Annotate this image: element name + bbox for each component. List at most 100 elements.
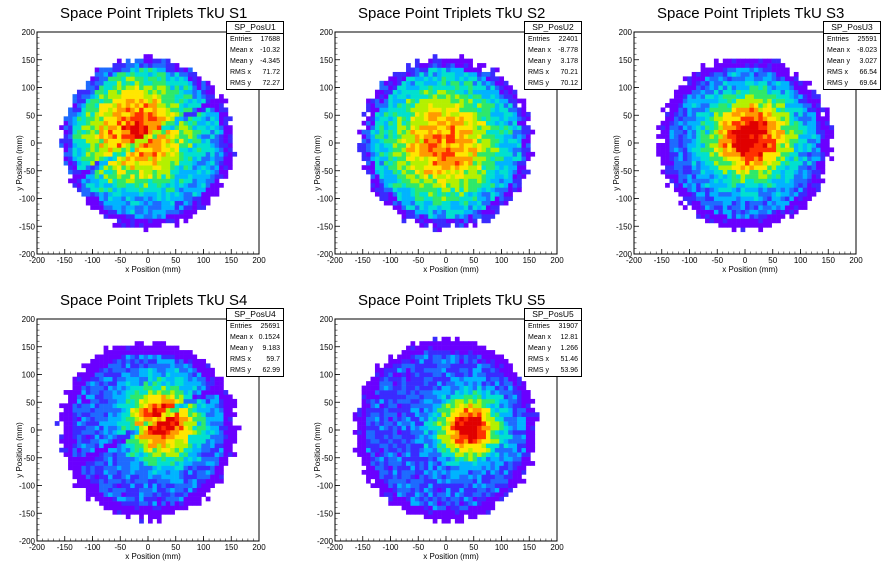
heatmap-cell — [174, 385, 180, 391]
heatmap-cell — [428, 187, 433, 193]
heatmap-cell — [767, 63, 772, 68]
heatmap-cell — [397, 191, 402, 197]
heatmap-cell — [374, 129, 380, 135]
heatmap-cell — [437, 67, 442, 73]
heatmap-cell — [731, 200, 737, 206]
heatmap-cell — [139, 416, 144, 422]
heatmap-cell — [481, 174, 487, 179]
heatmap-cell — [441, 129, 447, 135]
heatmap-cell — [423, 125, 429, 130]
heatmap-cell — [437, 98, 442, 104]
heatmap-cell — [793, 120, 799, 126]
heatmap-cell — [525, 134, 531, 139]
heatmap-cell — [134, 465, 140, 471]
heatmap-cell — [134, 134, 140, 139]
heatmap-cell — [807, 169, 812, 175]
heatmap-cell — [170, 143, 175, 148]
heatmap-cell — [446, 67, 451, 73]
heatmap-cell — [179, 182, 184, 188]
heatmap-cell — [517, 160, 522, 166]
heatmap-cell — [112, 187, 118, 193]
heatmap-cell — [174, 394, 180, 400]
heatmap-cell — [192, 501, 198, 506]
heatmap-cell — [379, 147, 385, 153]
heatmap-cell — [148, 465, 153, 471]
heatmap-cell — [165, 376, 171, 382]
heatmap-cell — [143, 438, 149, 444]
heatmap-cell — [428, 76, 433, 82]
heatmap-cell — [423, 98, 429, 104]
heatmap-cell — [134, 94, 140, 99]
heatmap-cell — [165, 200, 171, 206]
heatmap-cell — [76, 372, 82, 378]
heatmap-cell — [432, 71, 438, 77]
heatmap-cell — [94, 430, 100, 435]
x-tick-label: -100 — [681, 256, 698, 265]
heatmap-cell — [784, 138, 790, 144]
heatmap-cell — [134, 187, 140, 193]
x-tick-label: 100 — [794, 256, 808, 265]
heatmap-cell — [388, 125, 394, 130]
y-tick-label: 50 — [623, 111, 632, 120]
heatmap-cell — [789, 169, 795, 175]
heatmap-cell — [125, 452, 131, 457]
heatmap-cell — [477, 94, 482, 99]
heatmap-cell — [705, 116, 710, 122]
heatmap-cell — [161, 111, 167, 117]
heatmap-cell — [85, 447, 91, 453]
heatmap-cell — [223, 125, 229, 130]
heatmap-cell — [161, 434, 167, 440]
heatmap-cell — [432, 138, 438, 144]
heatmap-cell — [780, 196, 786, 202]
heatmap-cell — [143, 125, 149, 130]
heatmap-cell — [718, 178, 724, 184]
heatmap-cell — [798, 89, 804, 95]
heatmap-cell — [446, 156, 451, 162]
heatmap-cell — [76, 390, 82, 395]
heatmap-cell — [63, 120, 69, 126]
heatmap-cell — [134, 501, 140, 506]
heatmap-cell — [165, 438, 171, 444]
heatmap-cell — [374, 143, 380, 148]
heatmap-cell — [450, 125, 456, 130]
heatmap-cell — [700, 187, 706, 193]
heatmap-cell — [705, 196, 710, 202]
heatmap-cell — [214, 187, 220, 193]
heatmap-cell — [780, 147, 786, 153]
heatmap-cell — [406, 103, 411, 108]
heatmap-cell — [713, 111, 719, 117]
heatmap-cell — [205, 196, 211, 202]
heatmap-cell — [713, 94, 719, 99]
heatmap-cell — [780, 89, 786, 95]
heatmap-cell — [108, 116, 113, 122]
heatmap-cell — [125, 505, 131, 511]
heatmap-cell — [383, 174, 389, 179]
heatmap-cell — [740, 174, 746, 179]
heatmap-cell — [165, 403, 171, 409]
heatmap-cell — [811, 138, 817, 144]
heatmap-cell — [673, 156, 679, 162]
heatmap-cell — [192, 98, 198, 104]
heatmap-cell — [454, 169, 460, 175]
heatmap-cell — [665, 116, 670, 122]
heatmap-cell — [68, 456, 73, 462]
heatmap-cell — [214, 98, 220, 104]
heatmap-cell — [143, 443, 149, 449]
heatmap-cell — [63, 403, 69, 409]
heatmap-cell — [205, 182, 211, 188]
heatmap-cell — [139, 71, 144, 77]
heatmap-cell — [767, 165, 772, 170]
heatmap-cell — [401, 125, 407, 130]
heatmap-cell — [370, 111, 376, 117]
heatmap-cell — [116, 218, 122, 224]
heatmap-cell — [143, 94, 149, 99]
heatmap-cell — [472, 138, 478, 144]
heatmap-cell — [485, 169, 491, 175]
heatmap-cell — [477, 178, 482, 184]
heatmap-cell — [722, 58, 728, 64]
heatmap-cell — [192, 434, 198, 440]
heatmap-cell — [130, 447, 135, 453]
heatmap-cell — [156, 200, 162, 206]
heatmap-cell — [85, 363, 91, 369]
heatmap-cell — [161, 474, 167, 480]
